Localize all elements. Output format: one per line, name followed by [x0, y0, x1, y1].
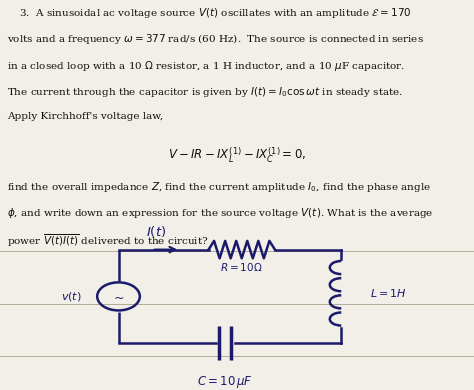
Text: $R=10\Omega$: $R=10\Omega$: [220, 261, 263, 273]
Text: Apply Kirchhoff's voltage law,: Apply Kirchhoff's voltage law,: [7, 112, 163, 121]
Text: $\phi$, and write down an expression for the source voltage $V(t)$. What is the : $\phi$, and write down an expression for…: [7, 206, 434, 220]
Text: $V - IR - IX_L^{(1)} - IX_C^{(1)} = 0,$: $V - IR - IX_L^{(1)} - IX_C^{(1)} = 0,$: [168, 146, 306, 165]
Text: find the overall impedance $Z$, find the current amplitude $I_0$, find the phase: find the overall impedance $Z$, find the…: [7, 180, 431, 194]
Text: The current through the capacitor is given by $I(t) = I_0\cos\omega t$ in steady: The current through the capacitor is giv…: [7, 85, 403, 99]
Text: $v(t)$: $v(t)$: [61, 290, 82, 303]
Text: volts and a frequency $\omega = 377$ rad/s (60 Hz).  The source is connected in : volts and a frequency $\omega = 377$ rad…: [7, 32, 424, 46]
Text: ~: ~: [113, 291, 124, 305]
Text: in a closed loop with a 10 $\Omega$ resistor, a 1 H inductor, and a 10 $\mu$F ca: in a closed loop with a 10 $\Omega$ resi…: [7, 59, 405, 73]
Text: $L = 1H$: $L = 1H$: [370, 287, 407, 299]
Text: $I(t)$: $I(t)$: [146, 224, 166, 239]
Text: power $\overline{V(t)I(t)}$ delivered to the circuit?: power $\overline{V(t)I(t)}$ delivered to…: [7, 233, 209, 249]
Text: $C = 10\,\mu F$: $C = 10\,\mu F$: [197, 374, 253, 390]
Text: 3.  A sinusoidal ac voltage source $V(t)$ oscillates with an amplitude $\mathcal: 3. A sinusoidal ac voltage source $V(t)$…: [19, 6, 411, 20]
